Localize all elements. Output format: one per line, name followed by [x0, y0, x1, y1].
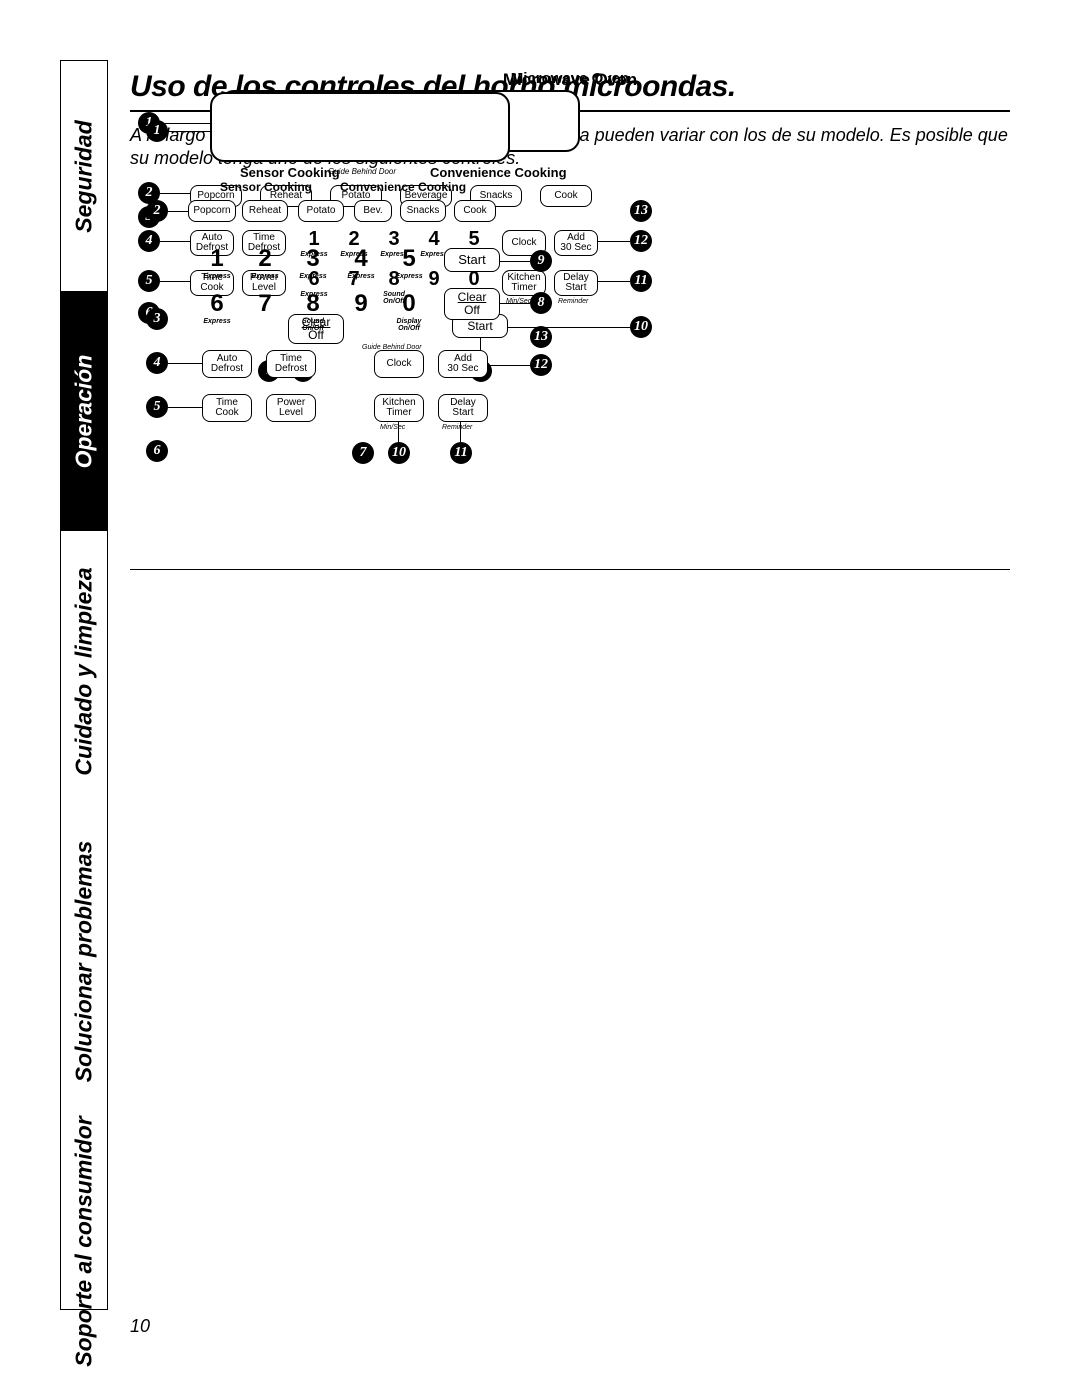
tab-operacion: Operación	[61, 291, 107, 531]
tab-soporte: Soporte al consumidor	[61, 1111, 107, 1371]
snacks-button[interactable]: Snacks	[400, 200, 446, 222]
callout-13: 13	[530, 326, 552, 348]
sensor-cooking-header: Sensor Cooking	[220, 180, 312, 194]
delay-start-button[interactable]: Delay Start	[554, 270, 598, 296]
cook-button[interactable]: Cook	[454, 200, 496, 222]
keypad-2[interactable]: 2Express	[246, 245, 284, 280]
callout-10: 10	[630, 316, 652, 338]
add-30-sec-button[interactable]: Add 30 Sec	[554, 230, 598, 256]
sensor-cooking-header: Sensor Cooking	[240, 165, 340, 180]
callout-1: 1	[146, 120, 168, 142]
keypad-4[interactable]: 4Express	[342, 245, 380, 280]
callout-7: 7	[352, 442, 374, 464]
callout-8: 8	[530, 292, 552, 314]
time-cook-button[interactable]: Time Cook	[202, 394, 252, 422]
reheat-button[interactable]: Reheat	[242, 200, 288, 222]
control-panel-variant-b: Microwave Oven Guide Behind Door Sensor …	[360, 630, 820, 1070]
callout-11: 11	[630, 270, 652, 292]
callout-4: 4	[138, 230, 160, 252]
callout-4: 4	[146, 352, 168, 374]
potato-button[interactable]: Potato	[298, 200, 344, 222]
oven-label: Microwave Oven	[130, 70, 1010, 90]
sidebar-tabs: Seguridad Operación Cuidado y limpieza S…	[60, 60, 108, 1310]
convenience-cooking-header: Convenience Cooking	[340, 180, 466, 194]
power-level-button[interactable]: Power Level	[266, 394, 316, 422]
clock-button[interactable]: Clock	[374, 350, 424, 378]
keypad-5[interactable]: 5Express	[390, 245, 428, 280]
clear-off-button[interactable]: Clear Off	[444, 288, 500, 320]
callout-2: 2	[146, 200, 168, 222]
convenience-cooking-header: Convenience Cooking	[430, 165, 567, 180]
callout-12: 12	[630, 230, 652, 252]
keypad-1[interactable]: 1Express	[198, 245, 236, 280]
manual-page: Seguridad Operación Cuidado y limpieza S…	[0, 0, 1080, 1397]
bev-button[interactable]: Bev.	[354, 200, 392, 222]
callout-3: 3	[146, 308, 168, 330]
content: Uso de los controles del horno microonda…	[130, 70, 1010, 1070]
add-30-sec-button[interactable]: Add 30 Sec	[438, 350, 488, 378]
tab-seguridad: Seguridad	[61, 61, 107, 291]
keypad-7[interactable]: 7	[246, 290, 284, 318]
guide-behind-door-label: Guide Behind Door	[328, 167, 396, 176]
callout-6: 6	[146, 440, 168, 462]
reminder-label: Reminder	[558, 298, 588, 305]
start-button[interactable]: Start	[444, 248, 500, 272]
callout-5: 5	[138, 270, 160, 292]
keypad-0[interactable]: 0Display On/Off	[390, 290, 428, 332]
time-defrost-button[interactable]: Time Defrost	[266, 350, 316, 378]
kitchen-timer-button[interactable]: Kitchen Timer	[374, 394, 424, 422]
callout-11: 11	[450, 442, 472, 464]
keypad-8[interactable]: 8Sound On/Off	[294, 290, 332, 332]
popcorn-button[interactable]: Popcorn	[188, 200, 236, 222]
callout-9: 9	[530, 250, 552, 272]
tab-cuidado: Cuidado y limpieza	[61, 531, 107, 811]
callout-13: 13	[630, 200, 652, 222]
callout-12: 12	[530, 354, 552, 376]
min-sec-label: Min/Sec	[380, 424, 405, 431]
callout-5: 5	[146, 396, 168, 418]
delay-start-button[interactable]: Delay Start	[438, 394, 488, 422]
keypad-6[interactable]: 6Express	[198, 290, 236, 325]
keypad-9[interactable]: 9	[342, 290, 380, 318]
page-number: 10	[130, 1316, 150, 1337]
reminder-label: Reminder	[442, 424, 472, 431]
display-window	[210, 92, 510, 162]
panel-divider	[130, 569, 1010, 570]
auto-defrost-button[interactable]: Auto Defrost	[202, 350, 252, 378]
cook-button[interactable]: Cook	[540, 185, 592, 207]
tab-solucionar: Solucionar problemas	[61, 811, 107, 1111]
callout-10: 10	[388, 442, 410, 464]
keypad-3[interactable]: 3Express	[294, 245, 332, 280]
